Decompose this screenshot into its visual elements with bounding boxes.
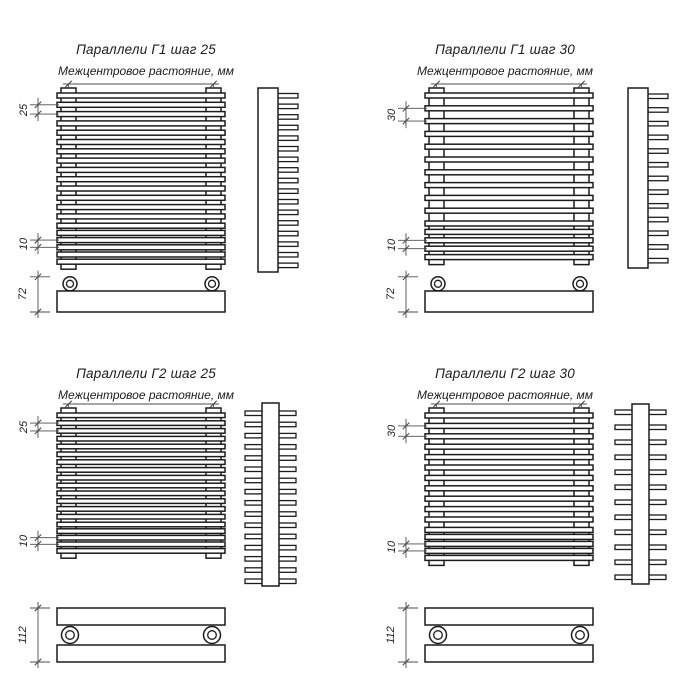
bottom-view [56,276,226,313]
front-view [424,87,594,266]
bottom-view [56,607,226,663]
dim-gap-g2-30: 10 [386,540,398,554]
panel-drawing-g2-step-30 [398,400,667,668]
panel-drawing-g1-step-25 [30,80,299,318]
dim-gap-g2-25: 10 [18,534,30,548]
subtitle-g2-step30: Межцентровое растояние, мм [417,388,593,402]
bottom-view [424,276,594,313]
panel-drawing-g2-step-25 [30,400,297,668]
dim-depth-g1-30: 72 [385,287,397,301]
title-g2-step25: Параллели Г2 шаг 25 [76,366,216,381]
dim-depth-g1-25: 72 [17,287,29,301]
dim-step-g1-25: 25 [18,103,30,117]
side-view [614,403,667,585]
dim-depth-g2-25: 112 [17,626,29,644]
dim-depth-g2-30: 112 [385,626,397,644]
title-g1-step25: Параллели Г1 шаг 25 [76,42,216,57]
side-view [244,402,297,587]
side-view [257,87,299,273]
front-view [424,407,594,567]
dim-step-g2-30: 30 [386,424,398,438]
bottom-view [424,607,594,663]
side-view [627,87,669,269]
subtitle-g2-step25: Межцентровое растояние, мм [58,388,234,402]
dimension-lines [30,80,219,318]
dimension-lines [398,400,587,668]
dim-gap-g1-30: 10 [386,238,398,252]
title-g2-step30: Параллели Г2 шаг 30 [435,366,575,381]
title-g1-step30: Параллели Г1 шаг 30 [435,42,575,57]
dim-step-g1-30: 30 [386,108,398,122]
front-view [56,87,226,270]
dimension-lines [398,80,587,318]
dim-step-g2-25: 25 [18,420,30,434]
dim-gap-g1-25: 10 [18,237,30,251]
dimension-lines [30,400,219,668]
front-view [56,407,226,559]
subtitle-g1-step30: Межцентровое растояние, мм [417,64,593,78]
subtitle-g1-step25: Межцентровое растояние, мм [58,64,234,78]
panel-drawing-g1-step-30 [398,80,669,318]
